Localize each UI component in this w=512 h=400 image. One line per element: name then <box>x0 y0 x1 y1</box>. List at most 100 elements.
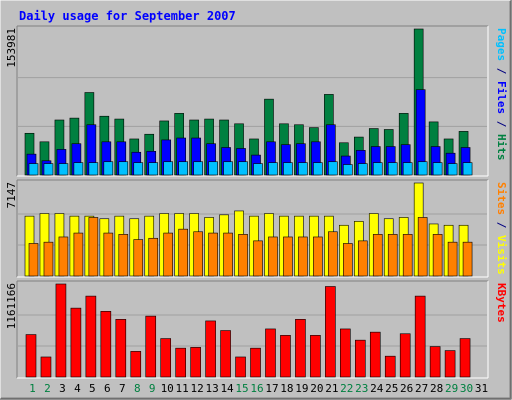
bar-kbytes-day-27 <box>414 295 426 378</box>
bar-kbytes-day-30 <box>459 338 471 378</box>
bar-kbytes-day-6 <box>100 311 112 378</box>
bar-sites-day-14 <box>223 232 233 277</box>
x-tick-label: 31 <box>475 382 488 395</box>
x-tick-label: 24 <box>370 382 384 395</box>
bar-kbytes-day-12 <box>190 347 201 378</box>
bar-sites-day-25 <box>387 234 398 277</box>
x-tick-label: 5 <box>89 382 96 395</box>
chart-title: Daily usage for September 2007 <box>19 9 236 23</box>
bar-kbytes-day-5 <box>85 295 97 378</box>
bar-kbytes-day-24 <box>369 331 381 378</box>
bar-pages-day-25 <box>387 162 398 176</box>
bar-pages-day-4 <box>73 162 84 176</box>
bar-pages-day-19 <box>298 162 308 176</box>
bar-kbytes-day-18 <box>280 335 291 378</box>
bar-pages-day-22 <box>343 164 353 176</box>
x-tick-label: 14 <box>220 382 234 395</box>
bar-sites-day-28 <box>432 234 443 277</box>
bar-sites-day-27 <box>417 217 428 277</box>
y-max-label: 1161166 <box>5 283 18 329</box>
bar-pages-day-24 <box>372 162 383 176</box>
bar-sites-day-21 <box>328 231 338 277</box>
bar-pages-day-10 <box>163 161 174 176</box>
bar-sites-day-12 <box>193 231 203 277</box>
bar-sites-day-13 <box>208 232 218 277</box>
bar-kbytes-day-28 <box>429 346 441 378</box>
x-tick-label: 29 <box>445 382 458 395</box>
x-tick-label: 19 <box>295 382 308 395</box>
x-tick-label: 27 <box>415 382 428 395</box>
x-tick-label: 15 <box>235 382 248 395</box>
bar-pages-day-27 <box>417 161 428 176</box>
x-tick-label: 7 <box>119 382 126 395</box>
x-tick-label: 8 <box>134 382 141 395</box>
bar-pages-day-17 <box>268 162 278 176</box>
bar-kbytes-day-11 <box>175 347 186 378</box>
bar-pages-day-6 <box>103 161 114 176</box>
bar-sites-day-17 <box>268 236 278 277</box>
bar-sites-day-2 <box>43 241 54 277</box>
bar-pages-day-29 <box>447 163 458 176</box>
bar-pages-day-14 <box>223 161 233 176</box>
bar-pages-day-28 <box>432 162 443 176</box>
bar-pages-day-5 <box>88 162 99 176</box>
panel-hits_files_pages: 153981 Pages / Files / Hits <box>5 25 508 177</box>
bar-kbytes-day-1 <box>25 334 37 378</box>
bar-pages-day-13 <box>208 161 218 176</box>
panel-visits_sites: 7147 Sites / Visits <box>5 179 508 278</box>
bar-kbytes-day-25 <box>384 355 396 378</box>
axis-label-part: KBytes <box>495 283 508 323</box>
bar-pages-day-8 <box>133 162 144 176</box>
bar-pages-day-12 <box>193 161 203 176</box>
bar-pages-day-23 <box>357 163 368 176</box>
bar-kbytes-day-15 <box>235 356 246 378</box>
bar-pages-day-9 <box>148 162 159 176</box>
bar-kbytes-day-2 <box>40 356 52 378</box>
bar-sites-day-4 <box>73 232 84 277</box>
bar-sites-day-20 <box>313 236 323 277</box>
x-tick-label: 30 <box>460 382 473 395</box>
bar-sites-day-3 <box>58 236 69 277</box>
bar-pages-day-2 <box>43 163 54 176</box>
bar-sites-day-26 <box>402 234 413 277</box>
bar-sites-day-18 <box>283 236 293 277</box>
bar-pages-day-16 <box>253 163 263 176</box>
x-tick-label: 2 <box>44 382 51 395</box>
bar-sites-day-6 <box>103 232 114 277</box>
axis-label-part: Sites <box>495 182 508 215</box>
x-tick-label: 6 <box>104 382 111 395</box>
bar-kbytes-day-21 <box>325 286 336 378</box>
x-tick-label: 13 <box>205 382 218 395</box>
chart-panels: 153981 Pages / Files / Hits 7147 Sites / Vi… <box>5 25 508 379</box>
x-tick-label: 22 <box>340 382 353 395</box>
x-tick-label: 10 <box>161 382 174 395</box>
x-tick-label: 21 <box>325 382 338 395</box>
axis-label-part: / <box>495 61 508 81</box>
x-tick-label: 25 <box>385 382 398 395</box>
panel-kbytes: 1161166 KBytes <box>5 280 508 379</box>
bar-pages-day-3 <box>58 163 69 176</box>
bar-pages-day-21 <box>328 161 338 176</box>
x-tick-label: 1 <box>29 382 36 395</box>
x-tick-label: 28 <box>430 382 443 395</box>
x-tick-label: 26 <box>400 382 413 395</box>
bar-kbytes-day-4 <box>70 307 82 378</box>
x-tick-label: 16 <box>250 382 263 395</box>
axis-label-part: Hits <box>495 134 508 161</box>
bar-kbytes-day-10 <box>160 338 172 378</box>
axis-label-part: Visits <box>495 235 508 275</box>
x-tick-label: 4 <box>74 382 81 395</box>
y-max-label: 153981 <box>5 28 18 68</box>
bar-kbytes-day-16 <box>250 347 261 378</box>
bar-kbytes-day-26 <box>399 333 411 378</box>
bar-sites-day-29 <box>447 241 458 277</box>
axis-label-part: / <box>495 215 508 235</box>
bar-pages-day-20 <box>313 162 323 176</box>
axis-label-hits_files_pages: Pages / Files / Hits <box>495 28 508 161</box>
bar-kbytes-day-23 <box>354 339 366 378</box>
bar-sites-day-8 <box>133 239 144 277</box>
bar-sites-day-15 <box>238 234 248 277</box>
bar-kbytes-day-17 <box>265 328 276 378</box>
bar-sites-day-30 <box>462 241 473 277</box>
